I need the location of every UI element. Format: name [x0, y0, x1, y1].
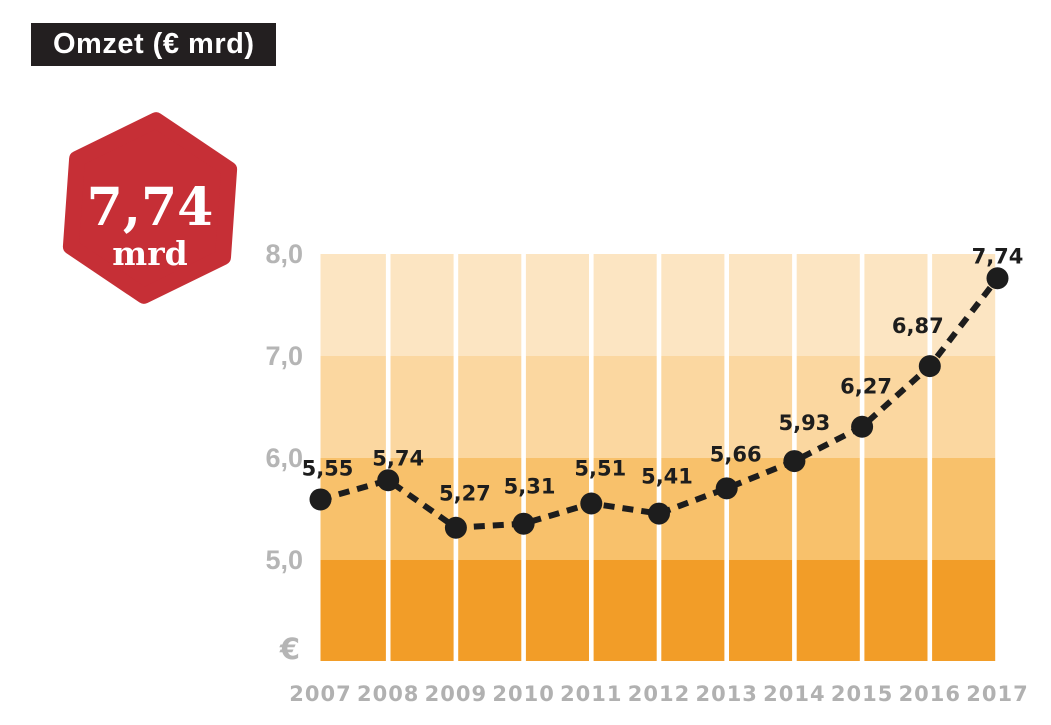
- data-point: [512, 512, 535, 535]
- column-separator: [859, 254, 865, 661]
- data-point: [986, 267, 1009, 290]
- hexagon-shape: [62, 112, 238, 304]
- x-tick-label: 2014: [763, 682, 825, 706]
- trend-line: [319, 276, 1000, 531]
- x-tick-label: 2011: [560, 682, 622, 706]
- data-point-label: 6,27: [840, 375, 892, 399]
- data-point-label: 5,55: [302, 456, 354, 480]
- data-point-label: 5,66: [710, 442, 762, 466]
- x-tick-label: 2009: [425, 682, 487, 706]
- column-separator: [521, 254, 526, 661]
- data-point-label: 7,74: [972, 244, 1024, 268]
- data-point: [444, 516, 467, 539]
- chart-title: Omzet (€ mrd): [31, 23, 277, 66]
- data-point-label: 5,27: [439, 482, 491, 506]
- data-point-label: 5,31: [504, 475, 556, 499]
- data-point-label: 5,41: [641, 465, 693, 489]
- data-point: [851, 415, 874, 438]
- x-tick-label: 2008: [357, 682, 419, 706]
- y-tick-label: 8,0: [265, 239, 303, 269]
- column-separator: [927, 254, 933, 661]
- x-tick-label: 2015: [831, 682, 893, 706]
- x-tick-label: 2013: [695, 682, 757, 706]
- data-point: [715, 477, 738, 500]
- column-separator: [453, 254, 459, 661]
- x-tick-label: 2010: [492, 682, 554, 706]
- column-separator: [589, 254, 594, 661]
- data-point-label: 5,74: [372, 446, 424, 470]
- data-point-label: 5,51: [574, 456, 626, 480]
- column-separator: [656, 254, 662, 661]
- column-separator: [995, 254, 1000, 661]
- data-point: [377, 469, 400, 492]
- data-point-label: 5,93: [778, 411, 830, 435]
- x-tick-label: 2012: [628, 682, 690, 706]
- data-point: [309, 488, 332, 511]
- badge-value: 7,74: [87, 177, 214, 238]
- x-tick-label: 2007: [289, 682, 351, 706]
- data-point: [918, 355, 941, 378]
- y-tick-label: 7,0: [265, 341, 303, 371]
- column-separator: [385, 254, 391, 661]
- y-tick-label: 6,0: [265, 443, 303, 473]
- data-point: [580, 492, 603, 515]
- data-point: [648, 502, 670, 525]
- x-tick-label: 2016: [899, 682, 961, 706]
- x-tick-label: 2017: [966, 682, 1028, 706]
- column-separator: [724, 254, 729, 661]
- badge-unit: mrd: [112, 234, 187, 273]
- y-tick-label: 5,0: [265, 545, 303, 575]
- data-point-label: 6,87: [892, 314, 944, 338]
- data-point: [783, 450, 806, 473]
- y-axis-currency-label: €: [279, 632, 300, 666]
- revenue-badge: 7,74 mrd: [62, 112, 238, 304]
